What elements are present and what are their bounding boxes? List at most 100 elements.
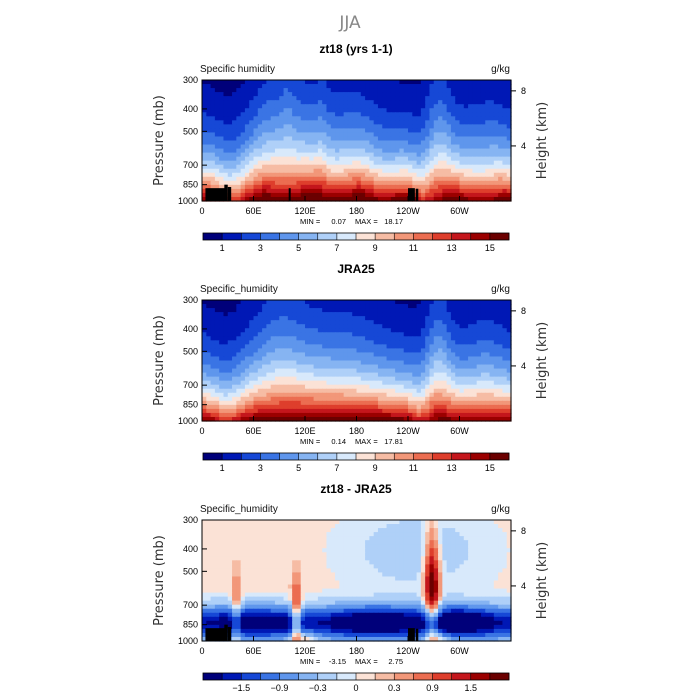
heatmap-cell [300, 388, 306, 394]
heatmap-cell [274, 392, 280, 398]
heatmap-cell [270, 84, 276, 89]
heatmap-cell [206, 368, 212, 374]
heatmap-cell [438, 84, 443, 89]
heatmap-cell [356, 124, 362, 129]
heatmap-cell [377, 140, 383, 146]
heatmap-cell [455, 184, 461, 190]
heatmap-cell [408, 84, 413, 89]
heatmap-cell [274, 368, 280, 374]
heatmap-cell [442, 312, 448, 317]
heatmap-cell [317, 524, 323, 529]
colorbar-tick-label: 11 [409, 243, 418, 253]
heatmap-cell [399, 388, 405, 394]
heatmap-cell [463, 148, 469, 154]
heatmap-cell [305, 316, 310, 321]
heatmap-cell [330, 312, 336, 317]
colorbar-swatch [356, 233, 376, 240]
heatmap-cell [412, 100, 418, 105]
heatmap-cell [300, 184, 306, 190]
heatmap-cell [446, 408, 452, 414]
heatmap-cell [347, 344, 353, 349]
heatmap-cell [322, 132, 328, 138]
heatmap-cell [442, 356, 448, 362]
heatmap-cell [274, 196, 280, 202]
heatmap-cell [232, 152, 237, 158]
heatmap-cell [236, 324, 242, 329]
heatmap-cell [279, 312, 285, 317]
heatmap-cell [390, 120, 396, 125]
heatmap-cell [305, 136, 310, 142]
heatmap-cell [450, 356, 456, 362]
heatmap-cell [305, 300, 310, 305]
heatmap-cell [480, 532, 486, 537]
heatmap-cell [365, 112, 370, 117]
heatmap-cell [249, 544, 255, 549]
heatmap-cell [382, 176, 388, 182]
heatmap-cell [262, 356, 267, 362]
heatmap-cell [356, 108, 362, 113]
heatmap-cell [262, 164, 267, 170]
heatmap-cell [347, 328, 353, 333]
heatmap-cell [493, 92, 499, 97]
heatmap-cell [313, 96, 319, 101]
heatmap-cell [382, 540, 388, 545]
heatmap-cell [382, 148, 388, 154]
heatmap-cell [403, 536, 409, 541]
heatmap-cell [257, 528, 263, 533]
heatmap-cell [365, 352, 370, 358]
heatmap-cell [373, 388, 379, 394]
heatmap-cell [459, 364, 465, 370]
heatmap-cell [240, 104, 246, 109]
heatmap-cell [485, 528, 491, 533]
heatmap-cell [382, 368, 388, 374]
heatmap-cell [433, 120, 439, 125]
heatmap-cell [459, 328, 465, 333]
heatmap-cell [416, 404, 422, 410]
heatmap-cell [339, 384, 345, 390]
heatmap-cell [416, 124, 422, 129]
heatmap-cell [506, 152, 512, 158]
heatmap-cell [446, 120, 452, 125]
heatmap-cell [210, 132, 216, 138]
heatmap-cell [305, 536, 310, 541]
heatmap-cell [287, 120, 293, 125]
heatmap-cell [279, 372, 285, 378]
heatmap-cell [506, 416, 512, 422]
heatmap-cell [244, 168, 250, 174]
heatmap-cell [459, 384, 465, 390]
heatmap-cell [287, 176, 293, 182]
heatmap-cell [489, 168, 495, 174]
heatmap-cell [476, 300, 482, 305]
heatmap-cell [236, 168, 242, 174]
heatmap-cell [292, 388, 298, 394]
heatmap-cell [506, 96, 512, 101]
heatmap-cell [416, 332, 422, 337]
heatmap-cell [506, 324, 512, 329]
heatmap-cell [416, 540, 422, 545]
heatmap-cell [463, 344, 469, 349]
heatmap-cell [262, 400, 267, 406]
heatmap-cell [309, 528, 315, 533]
heatmap-cell [412, 308, 418, 313]
heatmap-cell [390, 308, 396, 313]
heatmap-cell [476, 396, 482, 402]
heatmap-cell [283, 344, 289, 349]
heatmap-cell [382, 96, 388, 101]
heatmap-cell [489, 392, 495, 398]
heatmap-cell [365, 180, 370, 186]
heatmap-cell [300, 316, 306, 321]
heatmap-cell [438, 520, 443, 525]
heatmap-cell [438, 144, 443, 150]
heatmap-cell [455, 160, 461, 166]
heatmap-cell [352, 172, 358, 178]
heatmap-cell [347, 88, 353, 93]
heatmap-cell [442, 168, 448, 174]
heatmap-cell [468, 100, 473, 105]
heatmap-cell [296, 136, 302, 142]
heatmap-cell [468, 520, 473, 525]
heatmap-cell [335, 104, 340, 109]
heatmap-cell [305, 388, 310, 394]
heatmap-cell [262, 148, 267, 154]
heatmap-cell [502, 96, 508, 101]
heatmap-cell [399, 104, 405, 109]
